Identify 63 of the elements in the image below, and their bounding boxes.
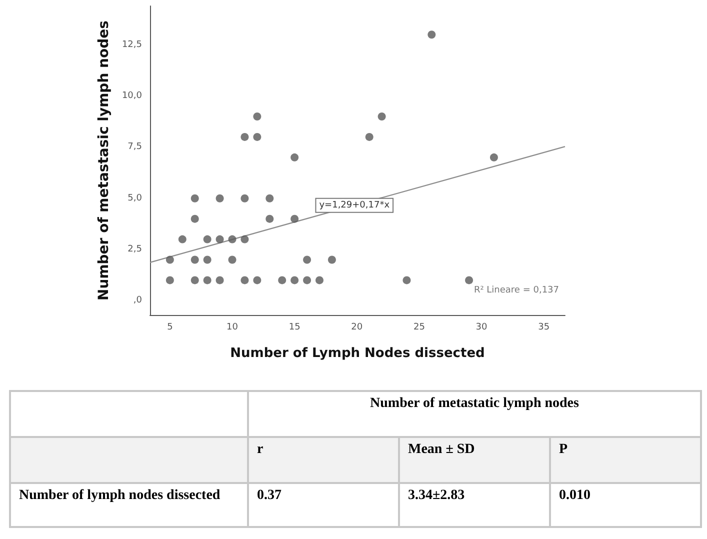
x-tick-label: 35 [538,322,550,332]
text: r [248,437,399,483]
point [316,276,324,284]
text: P [550,437,701,483]
point [203,256,212,264]
y-tick-label: 12,5 [122,40,142,50]
x-tick-label: 25 [413,322,425,332]
point [465,276,474,284]
point [253,276,262,284]
point [216,194,224,202]
point [190,194,199,202]
point [228,256,236,264]
point [203,276,212,284]
x-tick-label: 5 [167,322,173,332]
y-tick-label: 7,5 [128,142,142,152]
y-tick-label: ,0 [133,296,142,306]
point [253,112,262,120]
point [328,256,336,264]
y-axis-title: Number of metastasic lymph nodes [96,20,112,300]
point [228,235,236,244]
point [216,235,224,244]
annotation: y=1,29+0,17*x [319,200,390,210]
point [190,256,199,264]
text: Number of metastatic lymph nodes [248,391,701,437]
point [490,153,498,162]
point [203,235,212,244]
text: Number of lymph nodes dissected [10,483,248,527]
text: 0.37 [248,483,399,527]
x-axis-title: Number of Lymph Nodes dissected [230,346,485,361]
x-tick-label: 10 [226,322,238,332]
point [190,214,199,223]
point [378,112,386,120]
text: 0.010 [550,483,701,527]
text: Mean ± SD [399,437,550,483]
point [290,214,299,223]
point [240,235,249,244]
text: 3.34±2.83 [399,483,550,527]
x-tick-label: 15 [288,322,300,332]
point [266,214,274,223]
point [303,276,312,284]
point [240,132,249,141]
annotation: R² Lineare = 0,137 [474,286,559,296]
point [290,153,299,162]
point [365,132,374,141]
point [266,194,274,202]
point [428,30,436,39]
point [253,132,262,141]
point [166,276,174,284]
point [240,276,249,284]
point [178,235,186,244]
y-tick-label: 5,0 [128,193,142,204]
point [278,276,286,284]
point [166,256,174,264]
point [402,276,411,284]
x-tick-label: 20 [351,322,363,332]
point [303,256,312,264]
x-tick-label: 30 [476,322,488,332]
y-tick-label: 2,5 [128,244,142,255]
point [240,194,249,202]
point [190,276,199,284]
point [290,276,299,284]
point [216,276,224,284]
y-tick-label: 10,0 [122,91,142,102]
